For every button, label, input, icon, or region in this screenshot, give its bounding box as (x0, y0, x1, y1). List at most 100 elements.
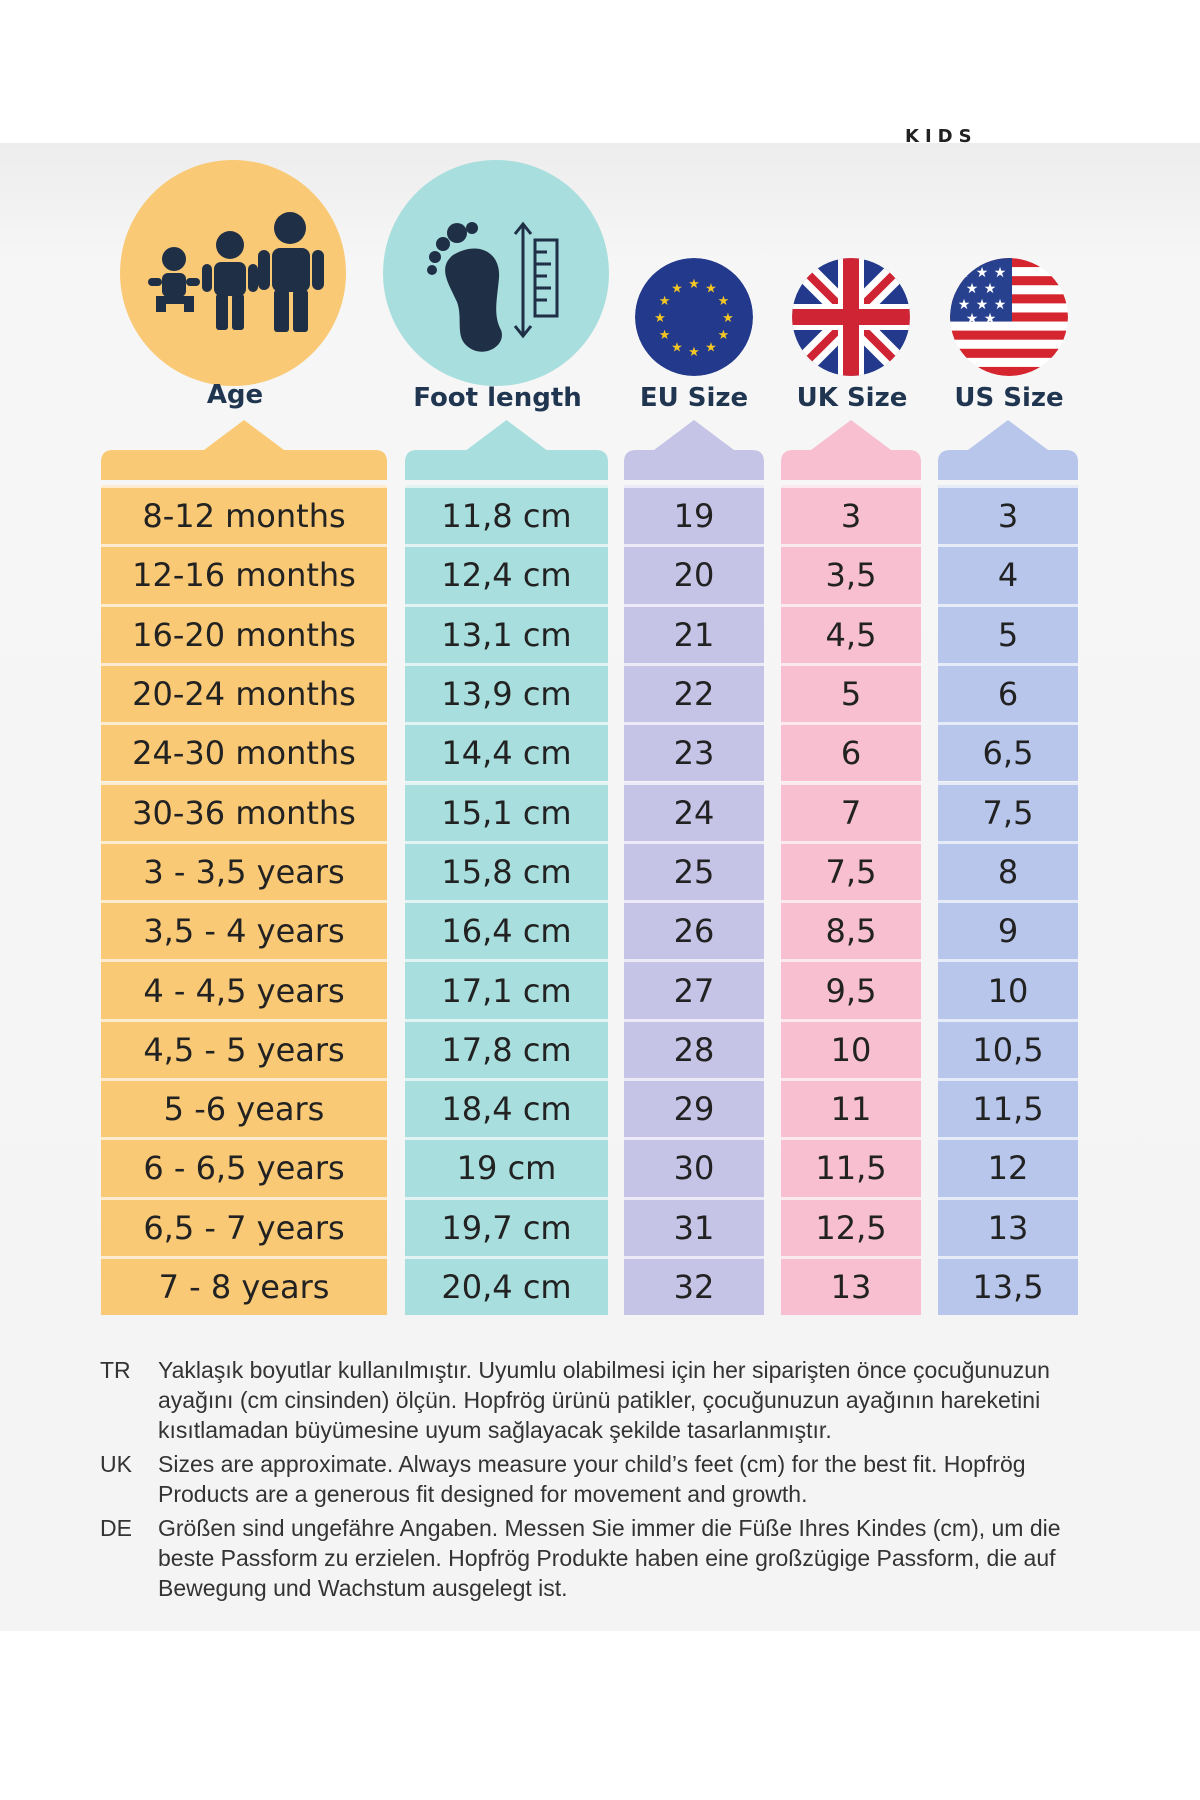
us-star: ★ (994, 265, 1007, 281)
us-size-column: 3 4 5 6 6,5 7,5 8 9 10 10,5 11,5 12 13 13,5 (938, 420, 1078, 1315)
age-cell: 16-20 months (101, 604, 387, 663)
age-header: Age (165, 380, 305, 410)
eu-star: ★ (671, 282, 683, 297)
us-size-header: US Size (937, 383, 1081, 413)
age-cell: 20-24 months (101, 663, 387, 722)
foot-cell: 11,8 cm (405, 485, 608, 544)
eu-star: ★ (722, 311, 734, 326)
eu-star: ★ (659, 294, 671, 309)
note-code: UK (100, 1449, 158, 1509)
eu-cell: 25 (624, 841, 764, 900)
uk-size-column: 3 3,5 4,5 5 6 7 7,5 8,5 9,5 10 11 11,5 12,5 13 (781, 420, 921, 1315)
column-cap (101, 420, 387, 480)
us-flag-icon: ★★★★★★★★★★ (950, 258, 1068, 376)
note-code: DE (100, 1513, 158, 1603)
eu-star: ★ (705, 282, 717, 297)
note-text: Sizes are approximate. Always measure yo… (158, 1449, 1100, 1509)
uk-cell: 7 (781, 782, 921, 841)
us-cell: 6,5 (938, 722, 1078, 781)
age-cell: 24-30 months (101, 722, 387, 781)
eu-cell: 22 (624, 663, 764, 722)
uk-size-header: UK Size (780, 383, 924, 413)
eu-cell: 24 (624, 782, 764, 841)
us-cell: 7,5 (938, 782, 1078, 841)
uk-cell: 13 (781, 1256, 921, 1315)
uk-cell: 7,5 (781, 841, 921, 900)
age-cell: 6,5 - 7 years (101, 1197, 387, 1256)
uk-cell: 11,5 (781, 1137, 921, 1196)
footnotes: TR Yaklaşık boyutlar kullanılmıştır. Uyu… (100, 1355, 1100, 1607)
us-cell: 10 (938, 959, 1078, 1018)
age-cell: 3 - 3,5 years (101, 841, 387, 900)
eu-cell: 21 (624, 604, 764, 663)
us-cell: 6 (938, 663, 1078, 722)
age-cell: 4,5 - 5 years (101, 1019, 387, 1078)
eu-cell: 30 (624, 1137, 764, 1196)
age-cell: 4 - 4,5 years (101, 959, 387, 1018)
foot-cell: 17,8 cm (405, 1019, 608, 1078)
eu-flag-icon: ★ ★ ★ ★ ★ ★ ★ ★ ★ ★ ★ ★ (635, 258, 753, 376)
us-cell: 10,5 (938, 1019, 1078, 1078)
foot-cell: 13,1 cm (405, 604, 608, 663)
foot-cell: 18,4 cm (405, 1078, 608, 1137)
uk-cell: 8,5 (781, 900, 921, 959)
foot-length-column: 11,8 cm 12,4 cm 13,1 cm 13,9 cm 14,4 cm 15,1 … (405, 420, 608, 1315)
eu-star: ★ (705, 340, 717, 355)
age-cell: 12-16 months (101, 544, 387, 603)
eu-size-header: EU Size (622, 383, 766, 413)
foot-cell: 17,1 cm (405, 959, 608, 1018)
column-cap (938, 420, 1078, 480)
age-column: 8-12 months 12-16 months 16-20 months 20-24… (101, 420, 387, 1315)
us-star: ★ (966, 311, 979, 327)
us-cell: 9 (938, 900, 1078, 959)
us-star: ★ (984, 311, 997, 327)
foot-cell: 19 cm (405, 1137, 608, 1196)
uk-cell: 3,5 (781, 544, 921, 603)
foot-cell: 15,8 cm (405, 841, 608, 900)
us-star: ★ (966, 281, 979, 297)
us-cell: 3 (938, 485, 1078, 544)
foot-cell: 13,9 cm (405, 663, 608, 722)
foot-cell: 14,4 cm (405, 722, 608, 781)
age-cell: 6 - 6,5 years (101, 1137, 387, 1196)
uk-cell: 12,5 (781, 1197, 921, 1256)
eu-star: ★ (688, 277, 700, 292)
eu-star: ★ (654, 311, 666, 326)
foot-cell: 15,1 cm (405, 782, 608, 841)
note-tr: TR Yaklaşık boyutlar kullanılmıştır. Uyu… (100, 1355, 1100, 1445)
uk-cell: 9,5 (781, 959, 921, 1018)
column-cap (781, 420, 921, 480)
eu-star: ★ (671, 340, 683, 355)
note-uk: UK Sizes are approximate. Always measure… (100, 1449, 1100, 1509)
note-code: TR (100, 1355, 158, 1445)
eu-cell: 23 (624, 722, 764, 781)
uk-cell: 10 (781, 1019, 921, 1078)
column-cap (624, 420, 764, 480)
brand-text: KIDS (905, 128, 978, 146)
column-cap (405, 420, 608, 480)
uk-cell: 6 (781, 722, 921, 781)
age-cell: 30-36 months (101, 782, 387, 841)
eu-cell: 27 (624, 959, 764, 1018)
age-cell: 5 -6 years (101, 1078, 387, 1137)
eu-star: ★ (718, 328, 730, 343)
uk-cell: 5 (781, 663, 921, 722)
us-cell: 13,5 (938, 1256, 1078, 1315)
foot-measure-icon (383, 160, 609, 386)
eu-cell: 26 (624, 900, 764, 959)
eu-star: ★ (688, 345, 700, 360)
foot-cell: 12,4 cm (405, 544, 608, 603)
age-cell: 3,5 - 4 years (101, 900, 387, 959)
age-cell: 7 - 8 years (101, 1256, 387, 1315)
eu-size-column: 19 20 21 22 23 24 25 26 27 28 29 30 31 32 (624, 420, 764, 1315)
uk-cell: 4,5 (781, 604, 921, 663)
eu-cell: 29 (624, 1078, 764, 1137)
us-cell: 13 (938, 1197, 1078, 1256)
eu-star: ★ (659, 328, 671, 343)
foot-cell: 20,4 cm (405, 1256, 608, 1315)
foot-length-header: Foot length (400, 383, 595, 413)
uk-flag-icon (792, 258, 910, 376)
us-cell: 5 (938, 604, 1078, 663)
age-cell: 8-12 months (101, 485, 387, 544)
us-star: ★ (984, 281, 997, 297)
